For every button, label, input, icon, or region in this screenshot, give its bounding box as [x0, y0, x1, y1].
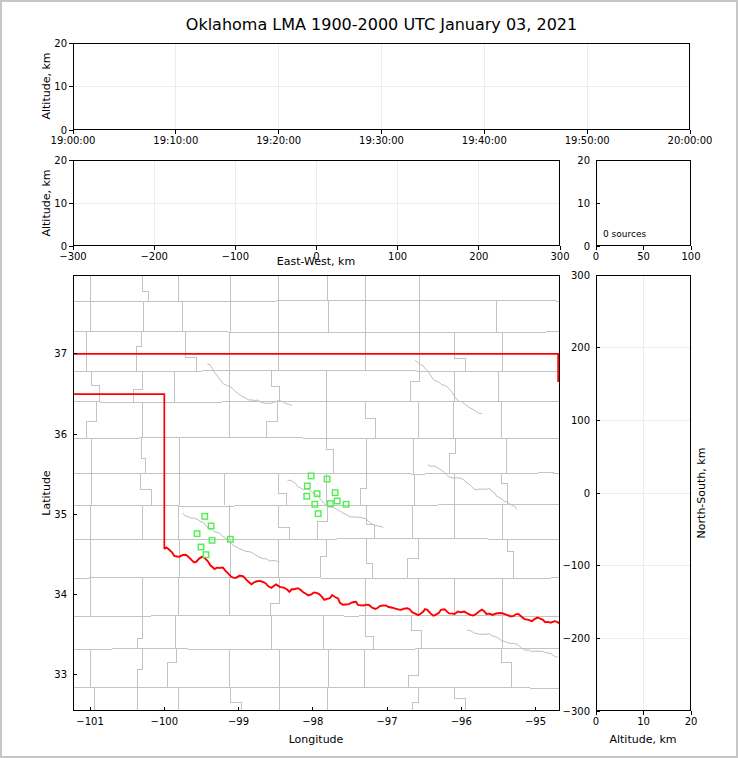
- x-tick-label: −98: [302, 716, 323, 727]
- x-tick-label: −100: [222, 251, 249, 262]
- x-tick-label: −96: [451, 716, 472, 727]
- x-tick-label: 300: [550, 251, 569, 262]
- lma-source-marker: [305, 483, 311, 489]
- y-tick-label: 20: [54, 38, 67, 49]
- x-tick-label: 20: [685, 716, 698, 727]
- y-tick-label: 35: [54, 509, 67, 520]
- x-tick-label: 20:00:00: [668, 135, 713, 146]
- x-tick-label: 0: [593, 251, 599, 262]
- lma-source-marker: [315, 511, 321, 516]
- panel-plan_view_map_panel: [74, 276, 560, 711]
- y-tick-label: 20: [54, 155, 67, 166]
- y-tick-label: 33: [54, 669, 67, 680]
- x-tick-label: 19:40:00: [462, 135, 507, 146]
- lma-source-marker: [324, 476, 330, 482]
- y-tick-label: 37: [54, 348, 67, 359]
- lma-source-marker: [334, 498, 340, 504]
- x-tick-label: 10: [637, 716, 650, 727]
- y-tick-label: 200: [571, 342, 590, 353]
- y-tick-label: −200: [563, 633, 590, 644]
- x-tick-label: 19:30:00: [359, 135, 404, 146]
- y-tick-label: 20: [577, 155, 590, 166]
- river-line: [467, 630, 558, 657]
- x-tick-label: −95: [525, 716, 546, 727]
- y-tick-label: 300: [571, 270, 590, 281]
- lma-source-marker: [202, 514, 208, 520]
- x-tick-label: 19:00:00: [51, 135, 96, 146]
- lma-source-marker: [194, 531, 200, 537]
- x-tick-label: −101: [76, 716, 103, 727]
- y-tick-label: 10: [54, 198, 67, 209]
- x-tick-label: 50: [637, 251, 650, 262]
- x-tick-label: 100: [388, 251, 407, 262]
- x-tick-label: −200: [140, 251, 167, 262]
- lma-source-marker: [203, 552, 209, 558]
- y-tick-label: −300: [563, 706, 590, 717]
- y-tick-label: 36: [54, 429, 67, 440]
- river-line: [415, 360, 482, 413]
- x-tick-label: −100: [151, 716, 178, 727]
- x-tick-label: −99: [228, 716, 249, 727]
- map-layer: [73, 275, 560, 711]
- lma-source-marker: [208, 523, 214, 529]
- lma-source-marker: [332, 490, 338, 496]
- lma-source-marker: [304, 494, 310, 500]
- x-tick-label: 0: [313, 251, 319, 262]
- y-tick-label: −100: [563, 560, 590, 571]
- lma-source-marker: [343, 502, 349, 508]
- lma-source-marker: [209, 538, 215, 544]
- x-tick-label: −300: [59, 251, 86, 262]
- panel-altitude_histogram_panel: [597, 161, 691, 246]
- y-tick-label: 0: [584, 241, 590, 252]
- state-border: [164, 548, 560, 624]
- x-tick-label: 19:20:00: [256, 135, 301, 146]
- x-tick-label: 100: [681, 251, 700, 262]
- lma-source-marker: [198, 544, 204, 550]
- river-line: [428, 465, 517, 510]
- y-tick-label: 0: [61, 125, 67, 136]
- figure: Oklahoma LMA 1900-2000 UTC January 03, 2…: [0, 0, 738, 758]
- y-tick-label: 34: [54, 589, 67, 600]
- x-tick-label: −97: [376, 716, 397, 727]
- lma-source-marker: [312, 502, 318, 508]
- x-tick-label: 19:50:00: [565, 135, 610, 146]
- y-tick-label: 100: [571, 415, 590, 426]
- y-tick-label: 10: [577, 198, 590, 209]
- chart-canvas: 19:00:00 19:10:00 19:20:00 19:30:00 19:40:00…: [2, 2, 738, 758]
- x-tick-label: 200: [469, 251, 488, 262]
- y-tick-label: 10: [54, 81, 67, 92]
- x-tick-label: 19:10:00: [153, 135, 198, 146]
- y-tick-label: 0: [584, 488, 590, 499]
- x-tick-label: 0: [593, 716, 599, 727]
- state-border: [73, 394, 164, 549]
- y-tick-label: 0: [61, 241, 67, 252]
